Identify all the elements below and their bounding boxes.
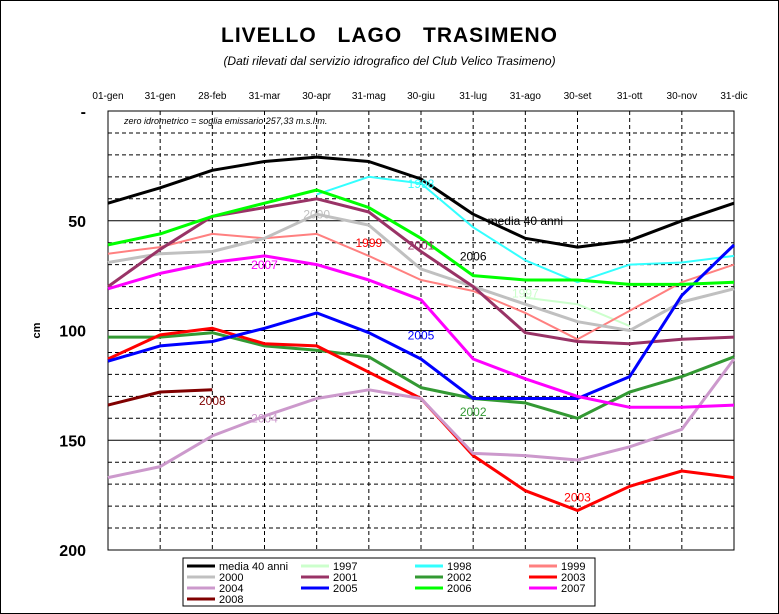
- line-annotation: 1998: [408, 177, 435, 191]
- chart-title: LIVELLO LAGO TRASIMENO: [221, 24, 558, 47]
- series-line-1998: [316, 175, 735, 284]
- line-annotation: 2005: [408, 328, 435, 342]
- legend-label: 2006: [447, 583, 471, 595]
- legend-label: 2004: [219, 583, 243, 595]
- series-line-2005: [107, 243, 736, 400]
- legend-box: [182, 557, 596, 607]
- series-line-2006: [107, 188, 735, 286]
- x-tick-label: 31-dic: [720, 91, 747, 102]
- series-line-2007: [107, 254, 735, 409]
- y-tick-label: 150: [59, 433, 86, 450]
- series-line-1997: [525, 296, 631, 328]
- line-annotation: 2007: [251, 258, 278, 272]
- line-annotation: 1997: [512, 287, 539, 301]
- x-tick-label: 31-mag: [352, 91, 386, 102]
- x-tick-label: 01-gen: [92, 91, 123, 102]
- x-tick-label: 31-lug: [459, 91, 487, 102]
- line-annotation: media 40 anni: [488, 214, 563, 228]
- legend-label: 2005: [333, 583, 357, 595]
- x-tick-label: 30-giu: [407, 91, 435, 102]
- x-tick-label: 31-ago: [510, 91, 542, 102]
- x-tick-label: 31-gen: [145, 91, 176, 102]
- legend-label: 2000: [219, 572, 243, 584]
- legend-label: 2002: [447, 572, 471, 584]
- series-line-media-40-anni: [107, 155, 735, 249]
- legend-label: 1997: [333, 561, 357, 573]
- series-line-2008: [107, 388, 213, 407]
- hydrometric-note: zero idrometrico = soglia emissario 257,…: [123, 116, 327, 126]
- line-annotation: 1999: [355, 236, 382, 250]
- line-annotation: 2004: [251, 412, 278, 426]
- line-annotation: 2008: [199, 394, 226, 408]
- series-line-2002: [108, 331, 735, 420]
- y-tick-label: 50: [68, 214, 86, 231]
- series-line-2004: [107, 358, 736, 480]
- series-line-1999: [107, 232, 735, 341]
- x-tick-label: 30-set: [564, 91, 592, 102]
- legend-label: 2008: [219, 594, 243, 606]
- legend-label: 1998: [447, 561, 471, 573]
- line-annotation: 2006: [460, 249, 487, 263]
- series-line-2000: [107, 212, 735, 332]
- legend-label: 2001: [333, 572, 357, 584]
- x-tick-label: 31-ott: [617, 91, 643, 102]
- x-tick-label: 28-feb: [198, 91, 227, 102]
- legend-label: 1999: [561, 561, 585, 573]
- line-annotation: 2000: [303, 208, 330, 222]
- y-tick-label: 100: [59, 324, 86, 341]
- legend-label: media 40 anni: [219, 561, 288, 573]
- y-tick-label: -: [81, 104, 86, 121]
- legend-label: 2003: [561, 572, 585, 584]
- y-axis-label: cm: [31, 322, 43, 338]
- x-tick-label: 30-nov: [667, 91, 698, 102]
- legend-label: 2007: [561, 583, 585, 595]
- y-tick-label: 200: [59, 543, 86, 560]
- x-tick-label: 30-apr: [302, 91, 332, 102]
- x-tick-label: 31-mar: [249, 91, 281, 102]
- line-annotation: 2002: [460, 405, 487, 419]
- line-annotation: 2001: [408, 238, 435, 252]
- chart-subtitle: (Dati rilevati dal servizio idrografico …: [223, 54, 556, 68]
- line-annotation: 2003: [564, 491, 591, 505]
